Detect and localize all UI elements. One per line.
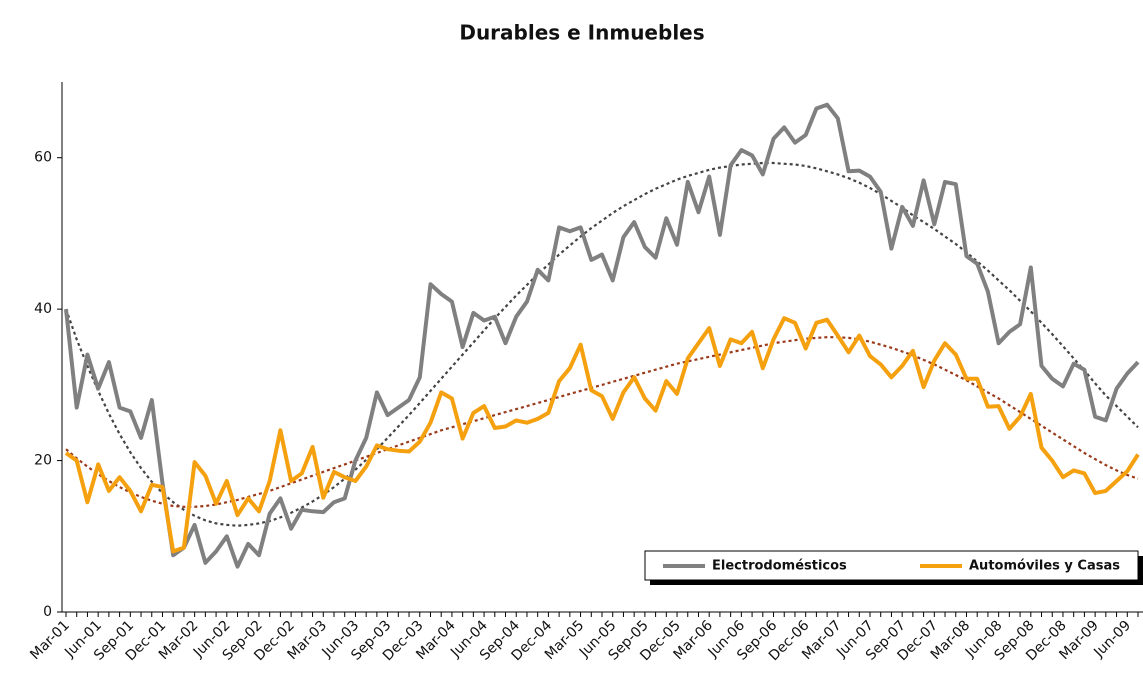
line bbox=[64, 316, 1140, 554]
trend-line bbox=[64, 161, 1139, 527]
chart-title: Durables e Inmuebles bbox=[459, 21, 704, 45]
y-tick-label: 0 bbox=[43, 604, 52, 620]
y-tick-label: 60 bbox=[34, 150, 52, 166]
trend-line bbox=[65, 336, 1139, 508]
y-tick-label: 40 bbox=[34, 301, 52, 317]
legend-label: Automóviles y Casas bbox=[969, 559, 1120, 574]
legend bbox=[644, 550, 1139, 581]
line bbox=[64, 102, 1140, 569]
x-tick-label: Mar-01 bbox=[27, 618, 73, 664]
y-tick-label: 20 bbox=[34, 453, 52, 469]
legend-label: Electrodomésticos bbox=[712, 559, 847, 574]
